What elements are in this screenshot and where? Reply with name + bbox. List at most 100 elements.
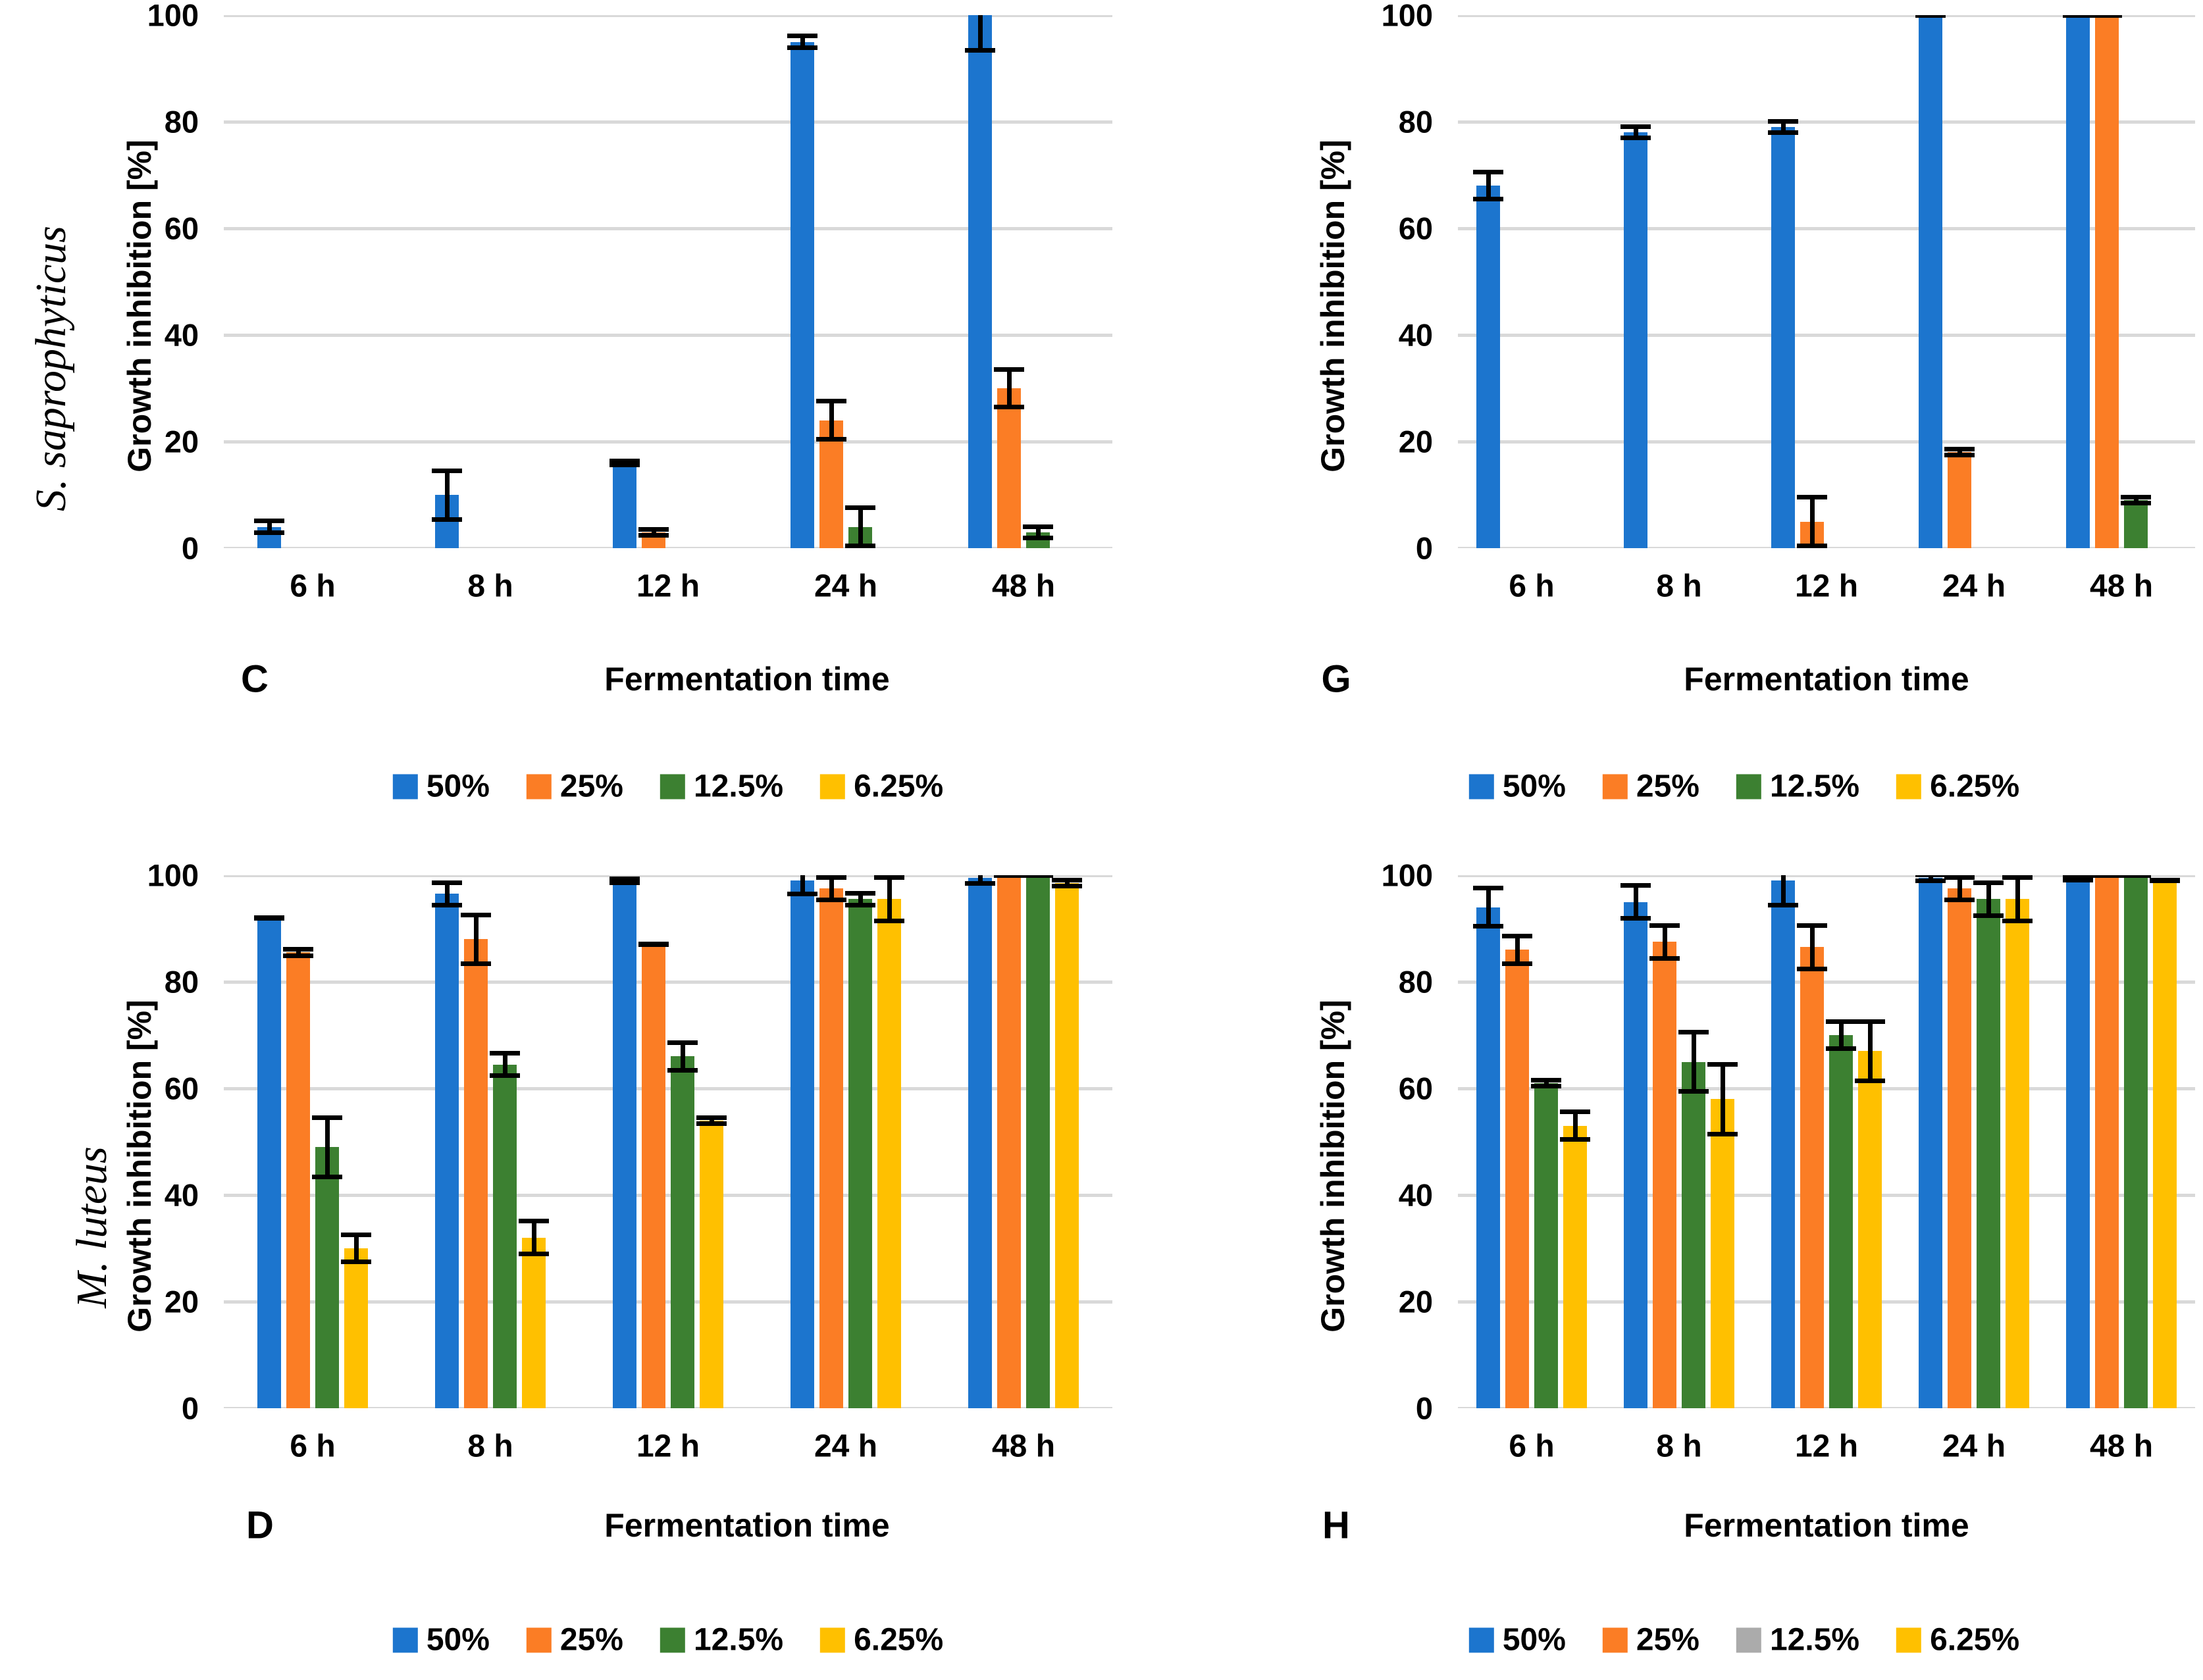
error-bar-cap-bottom bbox=[874, 918, 904, 923]
x-axis-title: Fermentation time bbox=[1684, 1507, 1969, 1544]
legend-label: 25% bbox=[559, 769, 623, 804]
gridline bbox=[1458, 120, 2195, 124]
error-bar-cap-bottom bbox=[2002, 918, 2033, 923]
error-bar-cap-top bbox=[1620, 883, 1651, 888]
bar-50pct bbox=[1771, 880, 1795, 1408]
error-bar bbox=[1768, 118, 1798, 136]
error-bar-cap-bottom bbox=[1473, 197, 1503, 202]
y-tick-label: 100 bbox=[147, 0, 199, 33]
error-bar-cap-top bbox=[1797, 923, 1827, 928]
x-axis-title: Fermentation time bbox=[604, 1507, 890, 1544]
error-bar-cap-bottom bbox=[461, 961, 491, 966]
x-tick-label: 24 h bbox=[814, 569, 878, 604]
error-bar bbox=[2121, 875, 2151, 878]
error-bar bbox=[519, 1219, 549, 1257]
error-bar bbox=[1473, 169, 1503, 202]
error-bar-cap-top bbox=[994, 367, 1024, 372]
error-bar-cap-top bbox=[1502, 934, 1532, 939]
error-bar-cap-top bbox=[1944, 875, 1975, 880]
x-tick-label: 12 h bbox=[636, 569, 700, 604]
error-bar-line bbox=[680, 1040, 685, 1073]
error-bar-cap-bottom bbox=[254, 530, 284, 535]
y-tick-label: 60 bbox=[164, 211, 199, 246]
error-bar-line bbox=[1064, 878, 1070, 889]
legend-item: 50% bbox=[1468, 769, 1566, 805]
bar-6_25pct bbox=[2153, 880, 2177, 1408]
bar-25pct bbox=[286, 952, 310, 1408]
panel-letter-h: H bbox=[1322, 1504, 1350, 1547]
gridline bbox=[224, 440, 1112, 444]
gridline bbox=[224, 875, 1112, 877]
y-tick-label: 60 bbox=[164, 1071, 199, 1106]
error-bar-cap-bottom bbox=[1855, 1078, 1885, 1083]
y-tick-label: 80 bbox=[164, 104, 199, 140]
error-bar bbox=[845, 891, 875, 907]
x-tick-label: 6 h bbox=[290, 1429, 336, 1464]
plot-area-d bbox=[224, 875, 1112, 1408]
error-bar-cap-bottom bbox=[2063, 877, 2093, 882]
error-bar bbox=[1915, 875, 1946, 884]
legend-label: 12.5% bbox=[693, 769, 784, 804]
error-bar bbox=[1531, 1077, 1561, 1088]
error-bar bbox=[2002, 875, 2033, 923]
legend-swatch bbox=[526, 774, 552, 799]
legend-swatch bbox=[392, 1627, 418, 1652]
error-bar-cap-top bbox=[638, 526, 669, 532]
gridline bbox=[224, 546, 1112, 548]
error-bar-cap-bottom bbox=[1620, 915, 1651, 921]
error-bar-cap-bottom bbox=[638, 942, 669, 948]
legend-swatch bbox=[1468, 774, 1494, 799]
error-bar-cap-top bbox=[1531, 1077, 1561, 1082]
bar-25pct bbox=[464, 939, 488, 1408]
bar-25pct bbox=[1505, 950, 1529, 1408]
error-bar-cap-bottom bbox=[1560, 1136, 1590, 1142]
error-bar-line bbox=[1720, 1061, 1725, 1136]
x-tick-label: 12 h bbox=[1794, 569, 1859, 604]
bar-6_25pct bbox=[344, 1248, 368, 1408]
legend-swatch bbox=[1736, 774, 1761, 799]
error-bar-cap-bottom bbox=[1826, 1046, 1856, 1052]
error-bar bbox=[1620, 124, 1651, 141]
bar-50pct bbox=[1919, 15, 1942, 548]
error-bar-line bbox=[473, 912, 479, 966]
error-bar-cap-bottom bbox=[816, 436, 846, 442]
error-bar-line bbox=[1838, 1019, 1844, 1052]
legend-label: 6.25% bbox=[854, 769, 944, 804]
legend-label: 12.5% bbox=[1769, 1622, 1860, 1658]
bar-12_5pct bbox=[1534, 1082, 1558, 1408]
legend-item: 50% bbox=[392, 769, 490, 805]
legend-label: 25% bbox=[559, 1622, 623, 1658]
gridline bbox=[224, 1406, 1112, 1408]
error-bar-line bbox=[296, 947, 301, 958]
error-bar-cap-top bbox=[696, 1115, 727, 1120]
error-bar-line bbox=[531, 1219, 536, 1257]
gridline bbox=[1458, 1406, 2195, 1408]
bar-50pct bbox=[1624, 902, 1647, 1408]
legend-item: 12.5% bbox=[1736, 1622, 1859, 1658]
error-bar-cap-top bbox=[1473, 169, 1503, 174]
error-bar bbox=[1797, 495, 1827, 548]
error-bar-line bbox=[2133, 495, 2138, 506]
legend-swatch bbox=[660, 1627, 685, 1652]
gridline bbox=[1458, 440, 2195, 444]
legend-item: 25% bbox=[526, 1622, 623, 1658]
x-tick-label: 48 h bbox=[991, 569, 1056, 604]
legend-item: 6.25% bbox=[820, 769, 943, 805]
x-tick-label: 24 h bbox=[814, 1429, 878, 1464]
bar-25pct bbox=[997, 875, 1021, 1408]
legend-swatch bbox=[1896, 774, 1922, 799]
error-bar bbox=[2121, 495, 2151, 506]
error-bar-cap-bottom bbox=[1915, 878, 1946, 884]
x-tick-label: 8 h bbox=[1656, 569, 1702, 604]
bar-6_25pct bbox=[522, 1237, 546, 1408]
x-tick-label: 8 h bbox=[467, 569, 513, 604]
error-bar-cap-bottom bbox=[1797, 966, 1827, 971]
legend-h: 50% 25% 12.5% 6.25% bbox=[1468, 1622, 2019, 1658]
bar-6_25pct bbox=[1563, 1125, 1587, 1408]
legend-swatch bbox=[1602, 774, 1628, 799]
error-bar-cap-top bbox=[1649, 923, 1680, 928]
error-bar-cap-bottom bbox=[2092, 15, 2122, 18]
error-bar bbox=[1560, 1109, 1590, 1142]
error-bar bbox=[1023, 524, 1053, 540]
